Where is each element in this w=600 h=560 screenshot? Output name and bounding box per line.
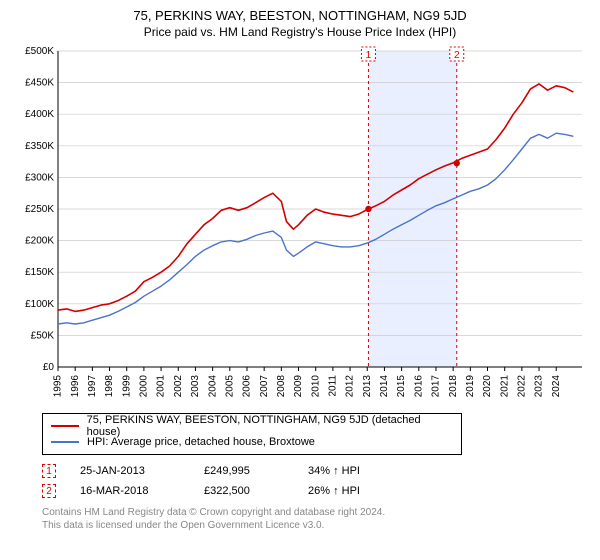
legend-row: 75, PERKINS WAY, BEESTON, NOTTINGHAM, NG… bbox=[51, 418, 453, 434]
legend-label: 75, PERKINS WAY, BEESTON, NOTTINGHAM, NG… bbox=[87, 414, 453, 438]
sale-price: £249,995 bbox=[204, 465, 284, 477]
svg-text:£100K: £100K bbox=[25, 299, 54, 310]
legend-label: HPI: Average price, detached house, Brox… bbox=[87, 436, 315, 448]
svg-text:2000: 2000 bbox=[139, 375, 150, 398]
svg-text:2012: 2012 bbox=[345, 375, 356, 398]
svg-text:1998: 1998 bbox=[104, 375, 115, 398]
svg-text:£200K: £200K bbox=[25, 236, 54, 247]
svg-text:2024: 2024 bbox=[551, 375, 562, 398]
table-row: 2 16-MAR-2018 £322,500 26% ↑ HPI bbox=[42, 481, 588, 501]
legend-swatch-property bbox=[51, 425, 79, 427]
svg-text:2023: 2023 bbox=[534, 375, 545, 398]
line-chart: £0 £50K £100K £150K £200K £250K £300K £350K £400… bbox=[12, 45, 588, 405]
svg-text:2013: 2013 bbox=[362, 375, 373, 398]
svg-text:2005: 2005 bbox=[224, 375, 235, 398]
svg-text:2019: 2019 bbox=[465, 375, 476, 398]
svg-text:1995: 1995 bbox=[53, 375, 64, 398]
credit-line: Contains HM Land Registry data © Crown c… bbox=[42, 507, 588, 520]
svg-text:2022: 2022 bbox=[517, 375, 528, 398]
svg-text:2003: 2003 bbox=[190, 375, 201, 398]
svg-text:2021: 2021 bbox=[499, 375, 510, 398]
svg-text:2018: 2018 bbox=[448, 375, 459, 398]
chart-area: £0 £50K £100K £150K £200K £250K £300K £350K £400… bbox=[12, 45, 588, 405]
svg-text:2009: 2009 bbox=[293, 375, 304, 398]
legend-swatch-hpi bbox=[51, 441, 79, 443]
sale-marker-icon: 1 bbox=[42, 464, 56, 478]
svg-text:2011: 2011 bbox=[328, 375, 339, 397]
chart-subtitle: Price paid vs. HM Land Registry's House … bbox=[12, 25, 588, 39]
svg-text:2002: 2002 bbox=[173, 375, 184, 398]
svg-text:2016: 2016 bbox=[413, 375, 424, 398]
table-row: 1 25-JAN-2013 £249,995 34% ↑ HPI bbox=[42, 461, 588, 481]
chart-title: 75, PERKINS WAY, BEESTON, NOTTINGHAM, NG… bbox=[12, 8, 588, 23]
svg-text:2008: 2008 bbox=[276, 375, 287, 398]
sales-table: 1 25-JAN-2013 £249,995 34% ↑ HPI 2 16-MA… bbox=[42, 461, 588, 501]
svg-text:£300K: £300K bbox=[25, 172, 54, 183]
svg-text:1996: 1996 bbox=[70, 375, 81, 398]
svg-text:2014: 2014 bbox=[379, 375, 390, 398]
credit-line: This data is licensed under the Open Gov… bbox=[42, 520, 588, 533]
legend: 75, PERKINS WAY, BEESTON, NOTTINGHAM, NG… bbox=[42, 413, 462, 455]
svg-text:2017: 2017 bbox=[431, 375, 442, 398]
svg-text:2020: 2020 bbox=[482, 375, 493, 398]
svg-text:2006: 2006 bbox=[242, 375, 253, 398]
svg-text:2004: 2004 bbox=[207, 375, 218, 398]
sale-marker-icon: 2 bbox=[42, 484, 56, 498]
sale-date: 25-JAN-2013 bbox=[80, 465, 180, 477]
svg-text:£150K: £150K bbox=[25, 267, 54, 278]
svg-text:1997: 1997 bbox=[87, 375, 98, 398]
svg-text:£50K: £50K bbox=[31, 330, 55, 341]
sale-price: £322,500 bbox=[204, 485, 284, 497]
sale-date: 16-MAR-2018 bbox=[80, 485, 180, 497]
svg-text:£0: £0 bbox=[43, 362, 55, 373]
svg-text:£250K: £250K bbox=[25, 204, 54, 215]
svg-text:£350K: £350K bbox=[25, 141, 54, 152]
title-block: 75, PERKINS WAY, BEESTON, NOTTINGHAM, NG… bbox=[12, 8, 588, 39]
sale-hpi-delta: 26% ↑ HPI bbox=[308, 485, 360, 497]
sale-hpi-delta: 34% ↑ HPI bbox=[308, 465, 360, 477]
svg-text:2010: 2010 bbox=[310, 375, 321, 398]
credits: Contains HM Land Registry data © Crown c… bbox=[42, 507, 588, 532]
svg-text:1: 1 bbox=[366, 50, 372, 61]
svg-text:2007: 2007 bbox=[259, 375, 270, 398]
svg-text:£500K: £500K bbox=[25, 46, 54, 57]
svg-text:£450K: £450K bbox=[25, 78, 54, 89]
svg-text:£400K: £400K bbox=[25, 109, 54, 120]
svg-text:2: 2 bbox=[454, 50, 460, 61]
svg-text:2001: 2001 bbox=[156, 375, 167, 398]
svg-text:2015: 2015 bbox=[396, 375, 407, 398]
svg-text:1999: 1999 bbox=[121, 375, 132, 398]
